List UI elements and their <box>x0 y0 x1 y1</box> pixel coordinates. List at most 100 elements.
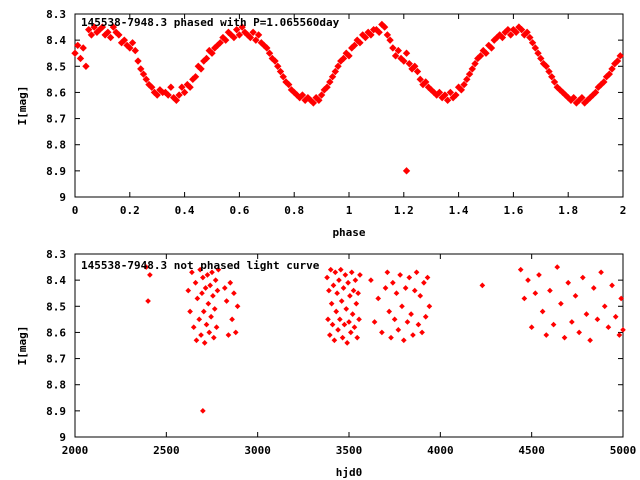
data-point <box>547 287 553 294</box>
data-point <box>487 44 496 52</box>
data-point <box>443 96 452 104</box>
data-point <box>189 269 195 276</box>
data-point <box>190 324 197 331</box>
y-tick-label: 8.5 <box>46 300 66 313</box>
data-point <box>397 272 403 278</box>
data-point <box>424 274 431 281</box>
data-point <box>285 80 293 89</box>
data-point <box>393 290 400 297</box>
data-point <box>192 279 199 286</box>
x-axis-label: hjd0 <box>336 466 363 479</box>
data-point <box>332 269 339 276</box>
data-point <box>324 274 330 281</box>
data-point <box>605 324 612 331</box>
y-tick-label: 8.8 <box>46 139 66 152</box>
y-tick-label: 8.9 <box>46 405 66 418</box>
data-point <box>197 266 203 273</box>
data-point <box>265 49 274 57</box>
data-point <box>569 319 575 325</box>
data-point <box>341 321 348 328</box>
data-point <box>326 287 332 294</box>
data-point <box>345 279 351 286</box>
data-point <box>394 46 402 55</box>
data-point <box>395 326 402 333</box>
plot-title: 145538-7948.3 phased with P=1.065560day <box>81 16 340 29</box>
data-point <box>337 316 343 323</box>
data-point <box>340 285 347 291</box>
data-point <box>620 326 626 333</box>
y-tick-label: 8.8 <box>46 379 66 392</box>
data-point <box>335 326 341 333</box>
y-tick-label: 9 <box>59 431 66 444</box>
data-point <box>391 316 398 323</box>
data-point <box>446 88 455 97</box>
data-point <box>327 266 334 273</box>
bottom-panel-unphased: 2000 2500 3000 3500 4000 4500 5000 8.3 8.4 8.5 8.6… <box>16 248 636 479</box>
x-tick-label: 0.4 <box>175 204 195 217</box>
x-tick-label: 3500 <box>336 444 363 457</box>
data-point <box>137 65 145 73</box>
data-point <box>375 28 383 36</box>
y-tick-label: 8.3 <box>46 8 66 21</box>
data-point <box>202 54 211 63</box>
data-point <box>334 290 340 297</box>
data-point <box>350 41 359 50</box>
data-point <box>126 44 134 52</box>
data-point <box>406 274 413 281</box>
data-point <box>164 91 172 99</box>
data-point <box>329 321 336 328</box>
y-axis-label: I[mag] <box>16 326 29 366</box>
data-point <box>543 332 550 338</box>
data-point <box>410 332 416 338</box>
data-point <box>172 96 181 104</box>
data-point <box>356 39 364 47</box>
data-point <box>214 287 221 294</box>
data-point <box>367 31 375 39</box>
y-tick-label: 8.6 <box>46 86 66 99</box>
data-point <box>175 91 183 99</box>
data-point <box>375 295 382 302</box>
data-point <box>616 52 624 60</box>
data-point <box>441 91 449 99</box>
data-point <box>330 282 337 289</box>
x-tick-label: 2 <box>620 204 627 217</box>
data-point <box>178 83 186 91</box>
data-point <box>404 319 411 325</box>
data-point <box>457 86 466 94</box>
data-point <box>147 272 153 278</box>
data-point <box>225 332 232 338</box>
data-point <box>350 287 357 294</box>
data-point <box>210 293 216 299</box>
data-point <box>298 91 307 99</box>
data-point <box>402 285 409 291</box>
data-point <box>498 33 507 42</box>
data-point <box>203 321 210 328</box>
x-tick-label: 1.4 <box>449 204 469 217</box>
data-point <box>413 67 422 76</box>
data-point <box>613 57 622 65</box>
data-point <box>548 73 556 81</box>
data-point <box>355 290 361 297</box>
data-point <box>221 285 228 291</box>
data-point <box>572 293 579 299</box>
data-point <box>421 279 427 286</box>
data-point <box>347 293 353 299</box>
data-point <box>384 269 391 276</box>
data-point <box>531 44 539 52</box>
data-point <box>204 272 211 278</box>
data-point <box>213 324 220 331</box>
data-point <box>120 36 128 44</box>
data-point <box>227 279 234 286</box>
data-point <box>386 36 394 44</box>
data-point <box>202 285 209 291</box>
data-point <box>422 313 429 320</box>
data-point <box>200 308 207 315</box>
data-point <box>167 83 175 91</box>
data-point <box>521 295 528 302</box>
data-point <box>199 290 205 297</box>
data-point <box>354 334 361 341</box>
data-point <box>276 67 285 76</box>
x-tick-label: 0.2 <box>120 204 140 217</box>
